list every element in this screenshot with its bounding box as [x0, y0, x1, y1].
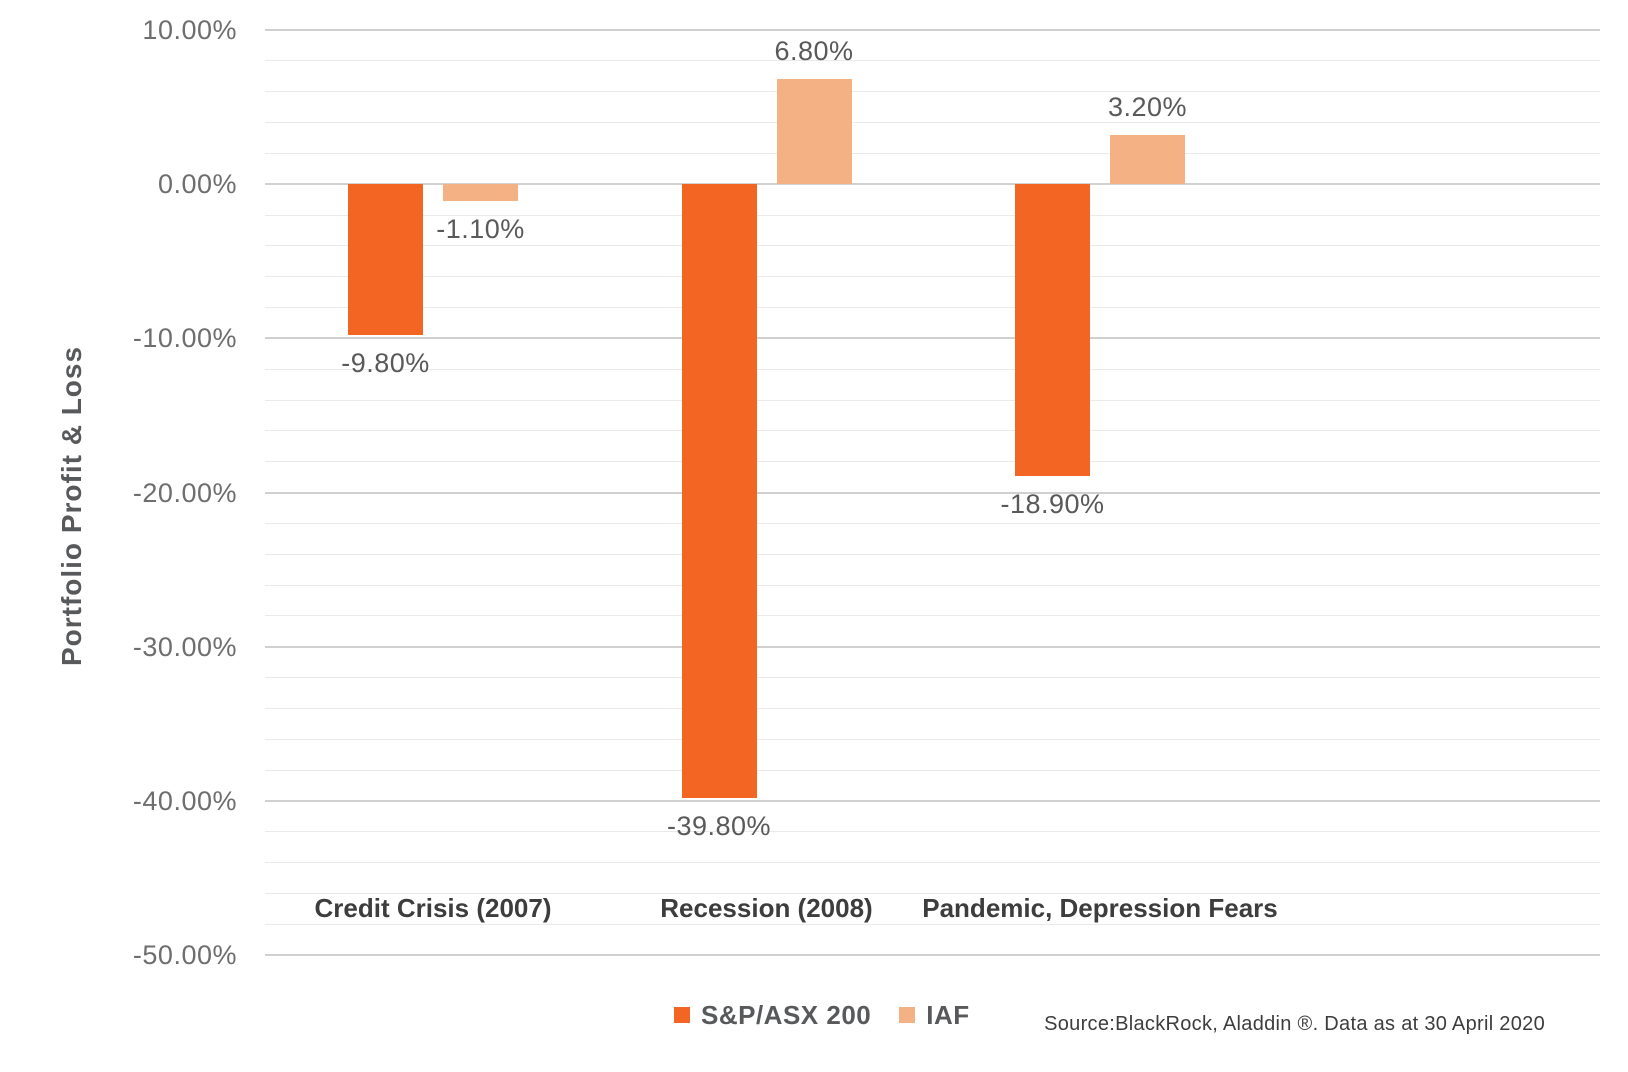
minor-gridline [265, 214, 1600, 216]
major-gridline [265, 29, 1600, 31]
minor-gridline [265, 738, 1600, 740]
minor-gridline [265, 522, 1600, 524]
legend-marker-sp-asx-200-icon [674, 1007, 690, 1023]
bar-iaf [776, 79, 852, 185]
minor-gridline [265, 430, 1600, 432]
bar-sp-asx-200 [681, 184, 757, 798]
category-label: Pandemic, Depression Fears [922, 893, 1278, 923]
bar-value-label: -18.90% [1000, 488, 1105, 519]
minor-gridline [265, 615, 1600, 617]
y-tick-label: 0.00% [157, 169, 237, 200]
minor-gridline [265, 707, 1600, 709]
minor-gridline [265, 245, 1600, 247]
bar-sp-asx-200 [348, 184, 423, 336]
bar-value-label: -39.80% [666, 810, 772, 841]
minor-gridline [265, 91, 1600, 93]
minor-gridline [265, 677, 1600, 678]
minor-gridline [265, 892, 1600, 894]
bar-sp-asx-200 [1015, 184, 1090, 476]
minor-gridline [265, 399, 1600, 401]
minor-gridline [265, 152, 1600, 154]
legend-item-iaf: IAF [899, 1000, 969, 1031]
legend: S&P/ASX 200 IAF [674, 998, 970, 1032]
y-tick-label: -40.00% [132, 785, 237, 816]
minor-gridline [265, 122, 1600, 123]
major-gridline [265, 337, 1600, 340]
minor-gridline [265, 368, 1600, 370]
legend-item-sp-asx-200: S&P/ASX 200 [674, 1000, 871, 1031]
minor-gridline [265, 769, 1600, 771]
legend-label-sp-asx-200: S&P/ASX 200 [701, 999, 872, 1030]
category-label: Credit Crisis (2007) [314, 893, 552, 923]
bar-iaf [1110, 134, 1185, 185]
y-tick-label: -20.00% [132, 477, 237, 508]
y-tick-label: -50.00% [132, 940, 237, 970]
minor-gridline [265, 831, 1600, 833]
y-tick-label: -10.00% [132, 323, 237, 354]
bar-value-label: -1.10% [436, 214, 525, 245]
bar-value-label: 6.80% [774, 36, 854, 67]
bar-value-label: 3.20% [1107, 91, 1188, 122]
category-label: Recession (2008) [660, 893, 873, 923]
minor-gridline [265, 307, 1600, 308]
minor-gridline [265, 553, 1600, 555]
major-gridline [265, 954, 1600, 956]
minor-gridline [265, 923, 1600, 925]
legend-marker-iaf-icon [899, 1007, 916, 1023]
y-tick-label: -30.00% [132, 631, 237, 662]
legend-label-iaf: IAF [926, 999, 970, 1030]
major-gridline [265, 799, 1600, 802]
major-gridline [265, 491, 1600, 494]
bar-value-label: -9.80% [341, 348, 430, 379]
major-gridline [265, 183, 1600, 186]
source-note: Source:BlackRock, Aladdin ®. Data as at … [1044, 1013, 1545, 1035]
bar-iaf [443, 184, 518, 202]
y-tick-label: 10.00% [142, 15, 237, 45]
minor-gridline [265, 862, 1600, 863]
major-gridline [265, 645, 1600, 648]
minor-gridline [265, 60, 1600, 62]
minor-gridline [265, 276, 1600, 278]
minor-gridline [265, 584, 1600, 586]
minor-gridline [265, 461, 1600, 463]
